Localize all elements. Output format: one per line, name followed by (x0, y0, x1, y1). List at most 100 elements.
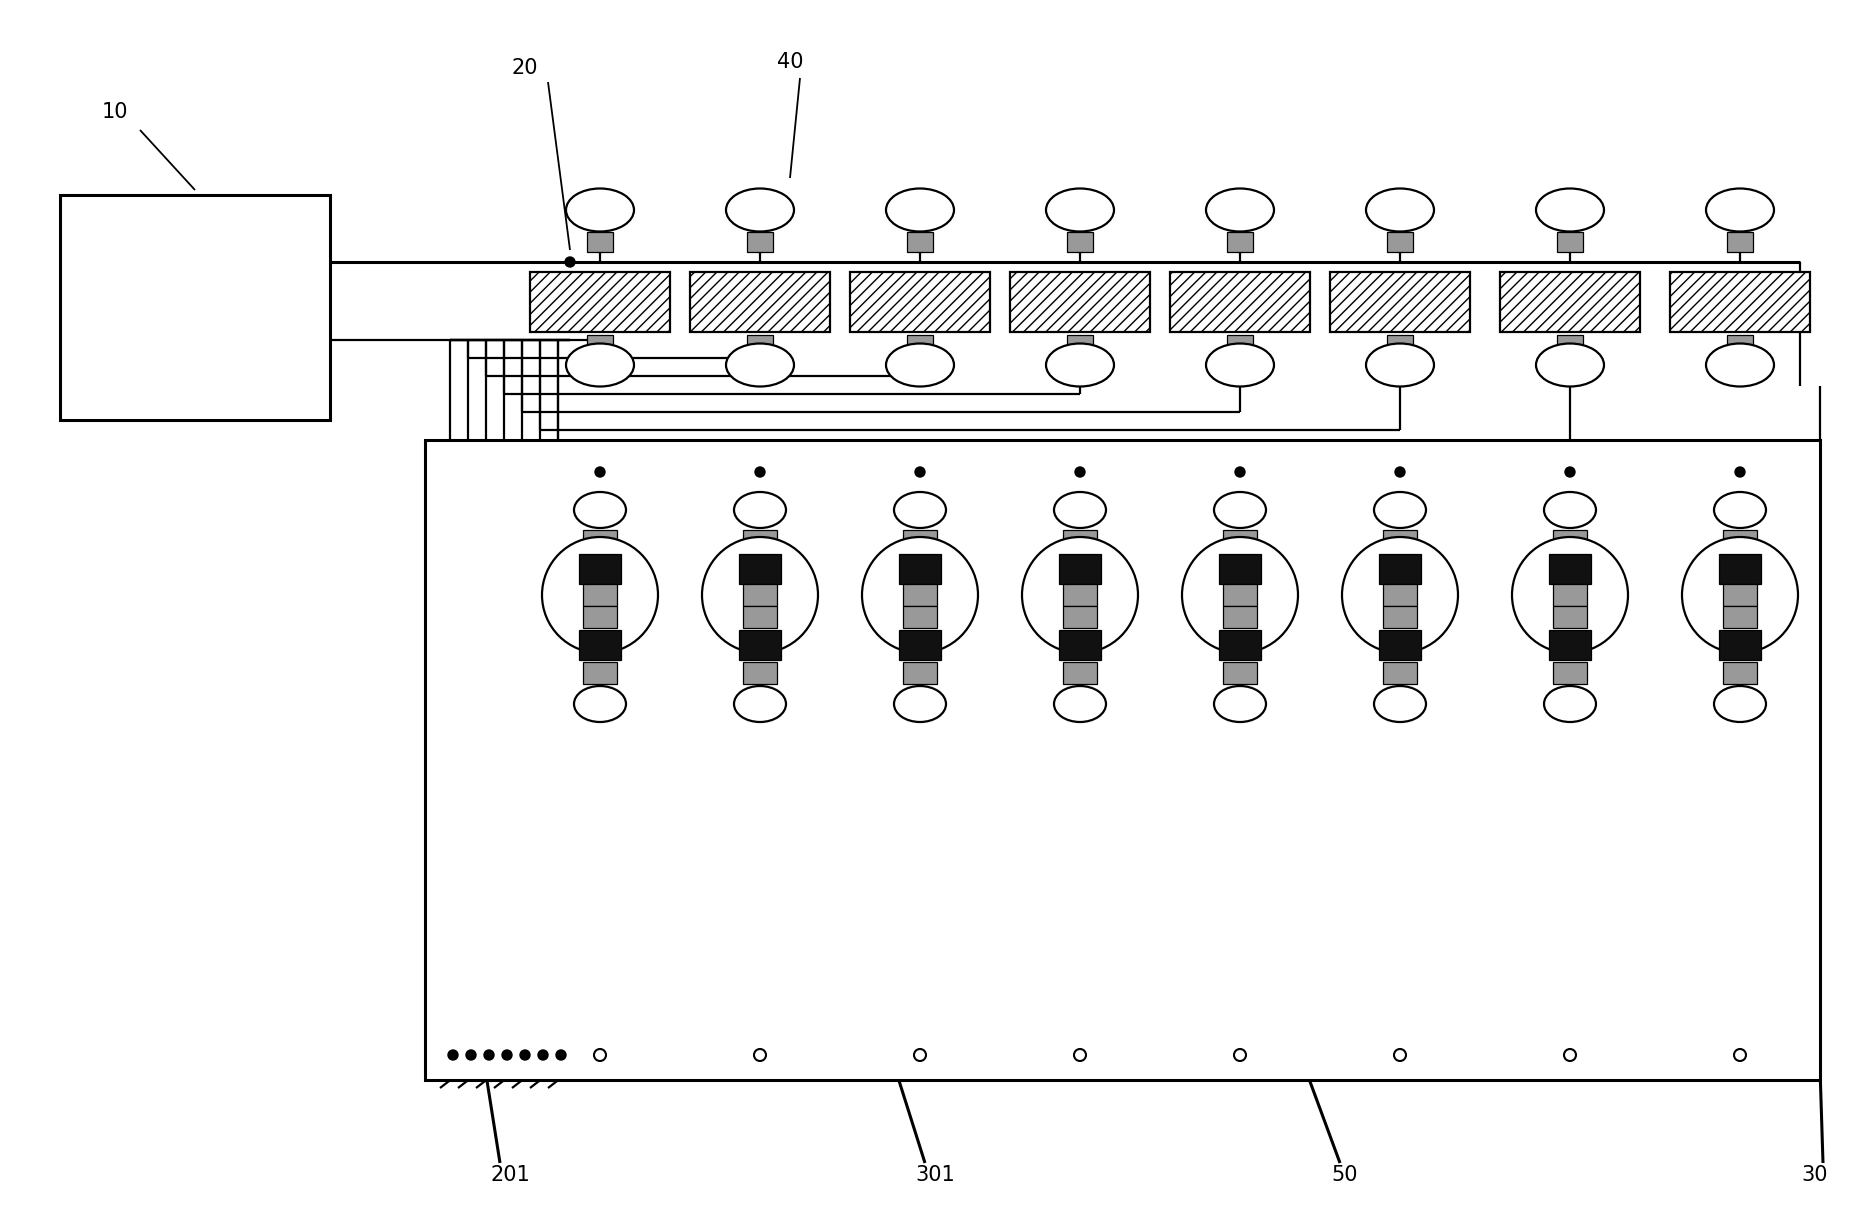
Bar (578, 630, 621, 660)
Ellipse shape (1544, 492, 1596, 528)
Bar (1553, 531, 1587, 552)
Bar (582, 584, 618, 606)
Ellipse shape (1706, 188, 1774, 232)
Bar (1388, 335, 1414, 354)
Bar (690, 272, 830, 331)
Circle shape (1233, 1049, 1246, 1061)
Ellipse shape (1512, 537, 1628, 653)
Bar (578, 554, 621, 584)
Ellipse shape (735, 686, 787, 722)
Bar (1553, 606, 1587, 628)
Circle shape (484, 1050, 495, 1060)
Bar (1499, 272, 1641, 331)
Ellipse shape (1544, 686, 1596, 722)
Bar (1384, 531, 1417, 552)
Ellipse shape (1215, 492, 1267, 528)
Ellipse shape (1205, 344, 1274, 386)
Bar (1224, 531, 1257, 552)
Text: 50: 50 (1332, 1165, 1358, 1185)
Bar (1378, 630, 1421, 660)
Bar (742, 606, 777, 628)
Bar (742, 531, 777, 552)
Text: 201: 201 (491, 1165, 530, 1185)
Circle shape (1393, 1049, 1406, 1061)
Ellipse shape (1375, 686, 1427, 722)
Circle shape (755, 467, 764, 477)
Bar (898, 554, 941, 584)
Circle shape (593, 1049, 606, 1061)
Circle shape (1395, 467, 1404, 477)
Text: 40: 40 (777, 52, 804, 72)
Circle shape (1734, 1049, 1747, 1061)
Ellipse shape (735, 492, 787, 528)
Bar (424, 439, 1819, 1080)
Ellipse shape (565, 188, 634, 232)
Bar (1228, 335, 1254, 354)
Bar (1726, 335, 1752, 354)
Ellipse shape (1375, 492, 1427, 528)
Ellipse shape (1715, 492, 1765, 528)
Circle shape (915, 467, 924, 477)
Text: 30: 30 (1802, 1165, 1828, 1185)
Bar (748, 335, 774, 354)
Bar (1228, 232, 1254, 253)
Bar (582, 531, 618, 552)
Ellipse shape (1365, 344, 1434, 386)
Bar (1553, 584, 1587, 606)
Bar (1722, 531, 1758, 552)
Circle shape (538, 1050, 549, 1060)
Ellipse shape (885, 344, 954, 386)
Bar (748, 232, 774, 253)
Circle shape (565, 257, 575, 267)
Ellipse shape (725, 188, 794, 232)
Ellipse shape (725, 344, 794, 386)
Bar (902, 662, 937, 683)
Bar (1384, 606, 1417, 628)
Bar (1722, 584, 1758, 606)
Bar (908, 335, 934, 354)
Bar (1218, 630, 1261, 660)
Text: 301: 301 (915, 1165, 954, 1185)
Bar (1722, 606, 1758, 628)
Bar (1384, 662, 1417, 683)
Ellipse shape (1343, 537, 1458, 653)
Bar (1549, 630, 1590, 660)
Circle shape (1235, 467, 1244, 477)
Ellipse shape (895, 492, 947, 528)
Bar (1064, 662, 1097, 683)
Bar (742, 662, 777, 683)
Bar (588, 232, 614, 253)
Bar (1557, 232, 1583, 253)
Circle shape (467, 1050, 476, 1060)
Circle shape (1073, 1049, 1086, 1061)
Ellipse shape (861, 537, 978, 653)
Circle shape (521, 1050, 530, 1060)
Ellipse shape (1715, 686, 1765, 722)
Bar (530, 272, 670, 331)
Bar (1670, 272, 1810, 331)
Bar (1170, 272, 1309, 331)
Bar (582, 606, 618, 628)
Circle shape (595, 467, 604, 477)
Ellipse shape (1045, 188, 1114, 232)
Bar (738, 554, 781, 584)
Bar (1719, 630, 1761, 660)
Circle shape (1075, 467, 1084, 477)
Text: 20: 20 (512, 58, 538, 78)
Ellipse shape (1215, 686, 1267, 722)
Bar (850, 272, 990, 331)
Ellipse shape (1365, 188, 1434, 232)
Bar (1378, 554, 1421, 584)
Bar (1224, 662, 1257, 683)
Ellipse shape (1045, 344, 1114, 386)
Text: 10: 10 (102, 102, 128, 121)
Circle shape (556, 1050, 565, 1060)
Circle shape (1564, 467, 1575, 477)
Bar (60, 195, 329, 420)
Bar (1384, 584, 1417, 606)
Bar (1224, 606, 1257, 628)
Ellipse shape (541, 537, 658, 653)
Bar (742, 584, 777, 606)
Bar (1726, 232, 1752, 253)
Bar (1058, 630, 1101, 660)
